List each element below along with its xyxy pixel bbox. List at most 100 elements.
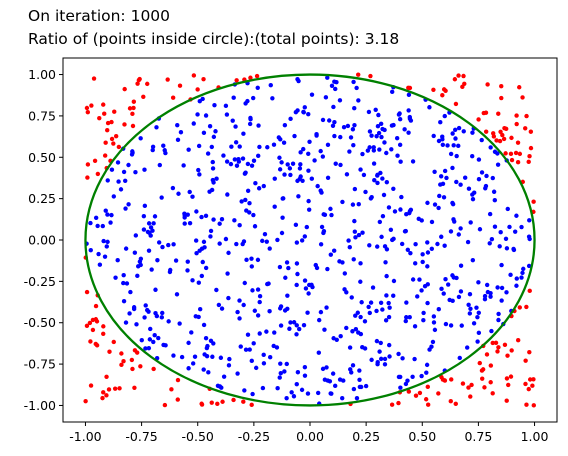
point-inside <box>365 148 371 153</box>
point-inside <box>425 240 430 245</box>
point-inside <box>249 256 254 261</box>
y-tick-label: 0.00 <box>28 233 56 248</box>
point-inside <box>219 217 225 222</box>
point-inside <box>391 293 396 298</box>
point-inside <box>440 137 445 142</box>
point-inside <box>406 130 411 135</box>
point-inside <box>290 161 296 166</box>
point-outside <box>491 134 497 139</box>
point-inside <box>470 154 475 159</box>
point-inside <box>148 225 154 230</box>
point-inside <box>267 309 272 314</box>
point-outside <box>101 324 106 329</box>
point-inside <box>167 269 173 275</box>
point-inside <box>255 287 261 292</box>
point-inside <box>202 352 207 357</box>
point-inside <box>482 293 488 299</box>
point-inside <box>190 361 196 366</box>
point-outside <box>97 115 102 121</box>
point-inside <box>446 282 451 287</box>
point-inside <box>387 305 392 310</box>
point-inside <box>398 207 403 212</box>
point-inside <box>521 266 526 272</box>
point-inside <box>399 241 405 247</box>
point-inside <box>104 244 109 249</box>
point-outside <box>509 135 514 141</box>
point-inside <box>467 291 473 297</box>
point-inside <box>199 273 205 279</box>
point-inside <box>450 131 455 136</box>
point-inside <box>203 265 209 271</box>
point-inside <box>275 386 280 391</box>
point-outside <box>520 95 525 100</box>
point-inside <box>303 286 309 291</box>
point-inside <box>492 149 498 154</box>
point-inside <box>138 256 144 262</box>
point-outside <box>488 363 494 368</box>
point-inside <box>225 192 230 197</box>
point-inside <box>206 370 211 375</box>
point-outside <box>480 367 486 372</box>
point-inside <box>277 264 283 270</box>
point-inside <box>363 383 369 389</box>
point-inside <box>297 326 302 332</box>
point-inside <box>221 374 227 379</box>
point-inside <box>284 361 289 367</box>
point-inside <box>388 227 394 232</box>
point-inside <box>295 271 300 277</box>
point-inside <box>353 313 358 318</box>
point-inside <box>376 112 381 118</box>
point-inside <box>268 82 273 88</box>
point-inside <box>279 160 284 165</box>
point-inside <box>231 95 236 100</box>
point-inside <box>454 153 459 159</box>
point-inside <box>298 150 303 155</box>
point-inside <box>490 175 495 181</box>
point-inside <box>402 127 407 132</box>
point-inside <box>111 194 117 199</box>
point-inside <box>257 294 263 299</box>
point-inside <box>177 321 182 326</box>
point-inside <box>404 300 409 305</box>
point-inside <box>352 186 358 192</box>
point-inside <box>250 391 255 397</box>
point-inside <box>366 109 372 115</box>
point-inside <box>420 252 425 257</box>
point-inside <box>362 319 368 324</box>
point-inside <box>526 263 532 269</box>
point-outside <box>485 82 490 87</box>
point-inside <box>235 371 240 376</box>
y-tick-label: -0.75 <box>24 357 56 372</box>
point-inside <box>504 290 509 295</box>
point-outside <box>406 389 412 394</box>
point-inside <box>294 282 299 288</box>
point-inside <box>374 308 379 314</box>
point-inside <box>459 323 464 328</box>
y-tick-label: -0.50 <box>24 315 56 330</box>
x-tick-label: -0.50 <box>182 429 214 444</box>
point-inside <box>396 351 401 357</box>
point-inside <box>352 122 357 128</box>
point-inside <box>492 198 498 203</box>
point-outside <box>514 113 519 118</box>
point-inside <box>443 277 448 282</box>
point-inside <box>278 361 283 366</box>
point-inside <box>127 311 132 316</box>
point-outside <box>406 85 411 91</box>
point-inside <box>244 208 249 213</box>
point-inside <box>363 189 368 195</box>
point-outside <box>515 338 521 343</box>
point-inside <box>181 163 186 168</box>
point-outside <box>493 340 499 346</box>
point-inside <box>210 159 215 165</box>
point-inside <box>170 185 176 191</box>
point-outside <box>90 327 96 333</box>
point-inside <box>190 278 195 283</box>
point-outside <box>453 401 458 407</box>
point-inside <box>88 247 93 253</box>
point-outside <box>87 320 93 326</box>
point-outside <box>89 103 94 108</box>
point-inside <box>201 130 207 136</box>
point-inside <box>152 214 158 219</box>
point-inside <box>156 240 162 245</box>
